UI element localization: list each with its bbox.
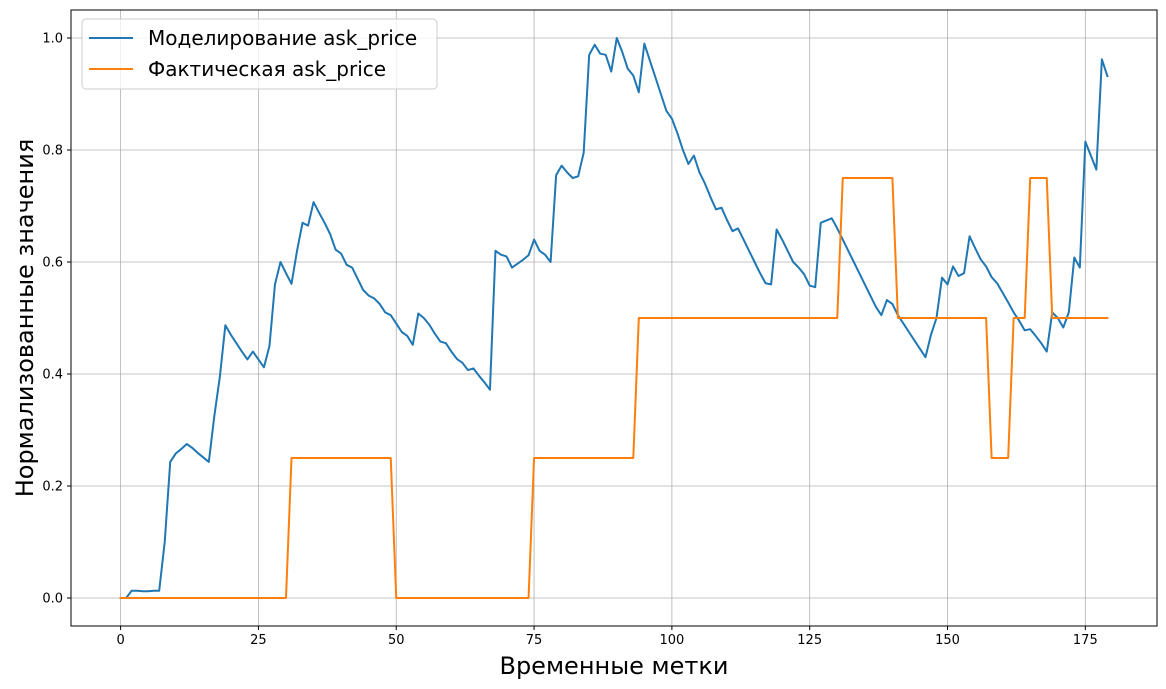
y-tick-label-3: 0.6	[42, 256, 63, 271]
x-axis-label: Временные метки	[499, 652, 728, 680]
legend-box	[81, 18, 438, 90]
x-tick-label-2: 50	[388, 633, 405, 648]
plot-frame	[70, 9, 1158, 627]
x-tick-label-6: 150	[935, 633, 960, 648]
x-tick-label-7: 175	[1073, 633, 1098, 648]
legend-label-series-0: Моделирование ask_price	[148, 26, 417, 50]
legend: Моделирование ask_price Фактическая ask_…	[81, 18, 438, 90]
y-tick-label-4: 0.8	[42, 144, 63, 159]
x-axis: 0 25 50 75 100 125 150 175	[116, 626, 1098, 648]
legend-label-series-1: Фактическая ask_price	[148, 57, 386, 81]
y-tick-label-0: 0.0	[42, 592, 63, 607]
y-tick-label-1: 0.2	[42, 480, 63, 495]
y-tick-label-2: 0.4	[42, 368, 63, 383]
y-axis-label: Нормализованные значения	[11, 139, 39, 498]
x-tick-label-5: 125	[797, 633, 822, 648]
x-tick-label-4: 100	[659, 633, 684, 648]
series-line-0	[119, 37, 1109, 599]
x-tick-label-0: 0	[116, 633, 124, 648]
series-layer	[119, 37, 1109, 599]
y-tick-label-5: 1.0	[42, 32, 63, 47]
y-axis: 0.0 0.2 0.4 0.6 0.8 1.0	[42, 32, 71, 607]
x-tick-label-1: 25	[250, 633, 267, 648]
series-line-1	[119, 177, 1109, 599]
x-tick-label-3: 75	[526, 633, 543, 648]
